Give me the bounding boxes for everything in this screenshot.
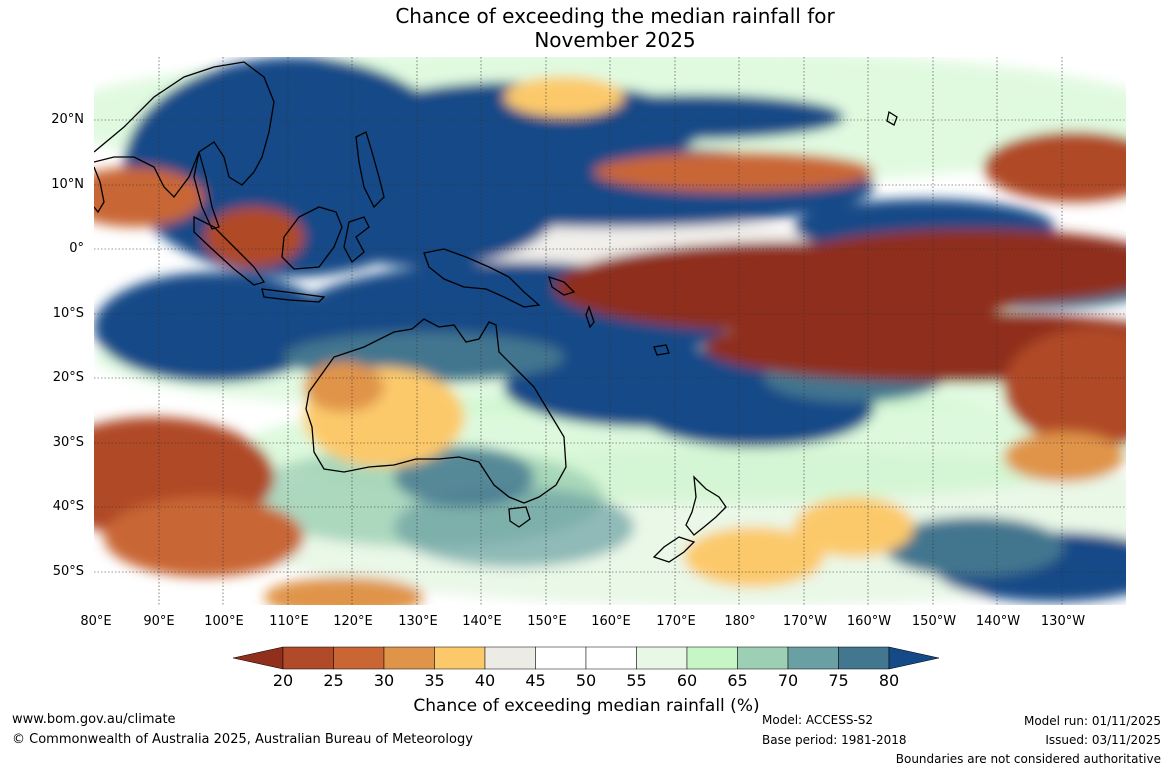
- colorbar-label-65: 65: [727, 671, 748, 690]
- colorbar-title: Chance of exceeding median rainfall (%): [413, 696, 760, 716]
- lat-label-50s: 50°S: [52, 564, 84, 579]
- lon-label-140w: 140°W: [975, 614, 1021, 629]
- colorbar-label-55: 55: [626, 671, 647, 690]
- lon-label-150e: 150°E: [527, 614, 567, 629]
- colorbar-segment-55-60: [636, 646, 688, 670]
- colorbar-segment-45-50: [535, 646, 587, 670]
- lon-label-90e: 90°E: [143, 614, 175, 629]
- website-link[interactable]: www.bom.gov.au/climate: [12, 712, 176, 727]
- lon-label-170w: 170°W: [782, 614, 828, 629]
- boundaries-disclaimer: Boundaries are not considered authoritat…: [895, 752, 1161, 766]
- colorbar-label-80: 80: [878, 671, 900, 690]
- lon-label-100e: 100°E: [204, 614, 244, 629]
- map-title-line1: Chance of exceeding the median rainfall …: [395, 4, 835, 28]
- colorbar-label-30: 30: [373, 671, 395, 690]
- lat-label-10s: 10°S: [52, 306, 84, 321]
- lon-label-170e: 170°E: [656, 614, 696, 629]
- lon-label-150w: 150°W: [911, 614, 957, 629]
- colorbar-segment-70-75: [787, 646, 839, 670]
- colorbar-segment-35-40: [434, 646, 486, 670]
- lon-label-80e: 80°E: [80, 614, 112, 629]
- colorbar-label-75: 75: [828, 671, 849, 690]
- coastlines: [94, 61, 898, 563]
- colorbar-segment-25-30: [333, 646, 385, 670]
- lon-label-130e: 130°E: [398, 614, 438, 629]
- lon-label-140e: 140°E: [462, 614, 502, 629]
- base-period: Base period: 1981-2018: [762, 733, 907, 747]
- colorbar-segment-20-25: [282, 646, 334, 670]
- colorbar-segment-40-45: [484, 646, 536, 670]
- map-title-line2: November 2025: [534, 28, 696, 52]
- colorbar: [233, 646, 939, 670]
- colorbar-label-25: 25: [323, 671, 344, 690]
- map-title: Chance of exceeding the median rainfall …: [0, 4, 1173, 52]
- lat-label-40s: 40°S: [52, 499, 84, 514]
- lon-label-130w: 130°W: [1040, 614, 1086, 629]
- lat-label-0: 0°: [69, 241, 84, 256]
- lat-label-10n: 10°N: [51, 177, 84, 192]
- colorbar-label-70: 70: [777, 671, 799, 690]
- lat-label-30s: 30°S: [52, 435, 84, 450]
- colorbar-label-20: 20: [272, 671, 294, 690]
- lon-label-110e: 110°E: [269, 614, 309, 629]
- model-name: Model: ACCESS-S2: [762, 713, 874, 727]
- colorbar-segment-60-65: [686, 646, 738, 670]
- copyright-text: © Commonwealth of Australia 2025, Austra…: [12, 732, 473, 747]
- colorbar-label-60: 60: [676, 671, 698, 690]
- map-gridlines: [94, 57, 1126, 605]
- model-run-date: Model run: 01/11/2025: [1023, 714, 1161, 728]
- rainfall-probability-map: [94, 57, 1126, 605]
- lon-label-160w: 160°W: [846, 614, 892, 629]
- colorbar-segment-above-80: [888, 646, 939, 670]
- colorbar-segment-below-20: [233, 646, 284, 670]
- colorbar-segment-75-80: [838, 646, 890, 670]
- colorbar-segment-65-70: [737, 646, 789, 670]
- lon-label-160e: 160°E: [591, 614, 631, 629]
- issued-date: Issued: 03/11/2025: [1045, 733, 1161, 747]
- colorbar-segment-50-55: [585, 646, 637, 670]
- colorbar-label-35: 35: [424, 671, 445, 690]
- lon-label-120e: 120°E: [333, 614, 373, 629]
- colorbar-label-40: 40: [474, 671, 496, 690]
- colorbar-label-50: 50: [575, 671, 597, 690]
- colorbar-label-45: 45: [525, 671, 546, 690]
- lat-label-20n: 20°N: [51, 112, 84, 127]
- colorbar-segment-30-35: [383, 646, 435, 670]
- lon-label-180: 180°: [724, 614, 756, 629]
- lat-label-20s: 20°S: [52, 370, 84, 385]
